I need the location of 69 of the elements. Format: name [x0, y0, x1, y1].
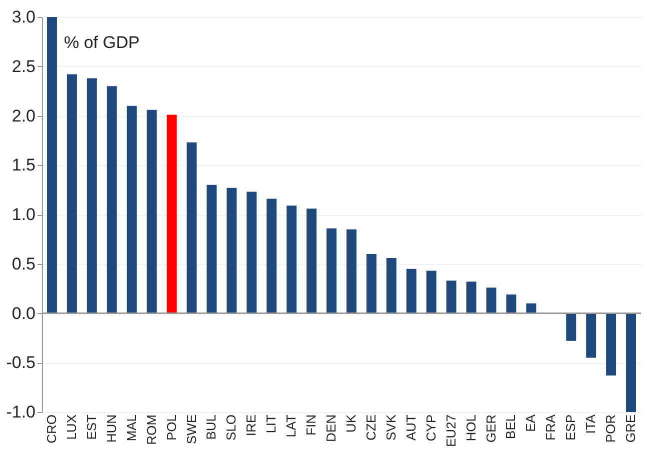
bar — [226, 188, 237, 314]
bar — [326, 228, 337, 314]
x-tick-label: ROM — [144, 414, 159, 445]
bar — [466, 282, 476, 314]
x-tick-label: MAL — [124, 414, 139, 442]
y-tick-label: 3.0 — [12, 8, 36, 26]
x-tick-label: UK — [343, 414, 358, 433]
y-tick-label: 2.5 — [12, 56, 36, 76]
bar — [346, 229, 356, 314]
x-tick-label: SLO — [224, 414, 239, 441]
x-tick-label: LAT — [284, 414, 299, 438]
x-tick-label: LUX — [64, 414, 79, 440]
x-tick-label: BEL — [503, 414, 518, 440]
bar — [566, 313, 576, 341]
x-tick-label: CRO — [44, 414, 59, 444]
x-tick-label: ITA — [583, 414, 598, 434]
bar — [286, 206, 297, 314]
x-tick-label: GRE — [623, 414, 638, 443]
bar — [426, 270, 436, 314]
x-tick-label: HOL — [463, 414, 478, 442]
bar — [146, 110, 157, 314]
x-tick-label: ESP — [563, 414, 578, 441]
bar — [266, 198, 277, 314]
bar — [446, 280, 456, 314]
bar — [386, 258, 396, 314]
bar — [206, 184, 217, 314]
x-tick-label: EA — [523, 414, 538, 432]
y-tick-label: -1.0 — [6, 402, 36, 422]
x-tick-label: LIT — [264, 414, 279, 434]
bar — [526, 303, 536, 314]
x-tick-label: CZE — [363, 414, 378, 440]
bar — [606, 313, 616, 376]
bar — [586, 313, 596, 358]
bar — [366, 254, 376, 314]
x-tick-label: IRE — [244, 414, 259, 436]
x-tick-label: EU27 — [443, 414, 458, 448]
x-tick-label: BUL — [204, 414, 219, 440]
x-tick-label: POR — [603, 414, 618, 443]
y-tick-label: 0.5 — [12, 254, 36, 274]
y-tick-label: 1.5 — [12, 156, 36, 175]
bar — [126, 106, 137, 314]
y-tick-label: 2.0 — [12, 106, 36, 126]
x-tick-label: HUN — [104, 414, 119, 443]
x-tick-label: SWE — [184, 414, 199, 444]
y-tick-label: -0.5 — [6, 353, 36, 372]
bar — [246, 192, 257, 314]
bar — [406, 268, 416, 314]
x-tick-label: GER — [483, 414, 498, 443]
bar — [166, 114, 177, 314]
annotation: % of GDP — [64, 33, 140, 52]
x-tick-label: EST — [84, 414, 99, 440]
x-tick-label: POL — [164, 414, 179, 441]
bar — [506, 294, 516, 314]
x-tick-label: DEN — [324, 414, 339, 442]
bar — [66, 74, 77, 314]
bar — [86, 78, 97, 314]
y-tick-label: 0.0 — [12, 304, 36, 323]
bar — [306, 208, 317, 314]
x-tick-label: SVK — [383, 414, 398, 441]
bar — [486, 288, 496, 314]
bar — [186, 142, 197, 314]
bar — [106, 86, 117, 314]
x-tick-label: CYP — [423, 414, 438, 442]
bar — [626, 313, 636, 412]
x-tick-label: AUT — [403, 414, 418, 440]
x-tick-label: FIN — [304, 414, 319, 436]
x-tick-label: FRA — [543, 414, 558, 440]
y-tick-label: 1.0 — [12, 205, 36, 224]
bar — [46, 17, 57, 314]
